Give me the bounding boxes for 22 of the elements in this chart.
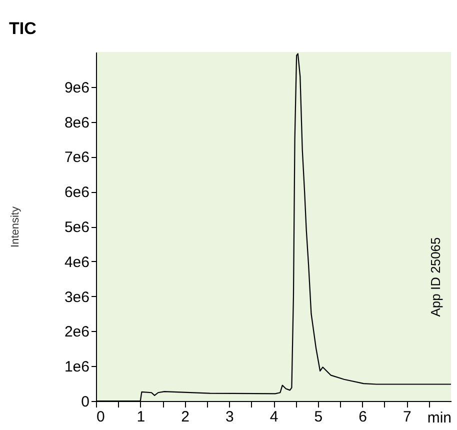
y-tick-label: 2e6 xyxy=(64,324,90,341)
x-tick-label: 4 xyxy=(270,408,278,426)
y-tick-label: 3e6 xyxy=(64,288,90,306)
x-tick-label: 0 xyxy=(96,408,105,426)
x-tick-label: 1 xyxy=(136,408,146,426)
y-tick-label: 8e6 xyxy=(64,114,90,132)
y-tick-label: 1e6 xyxy=(64,358,90,376)
y-tick-label: 5e6 xyxy=(64,219,90,236)
annotation: App ID 25065 xyxy=(428,237,443,317)
x-tick-label: 2 xyxy=(181,408,190,426)
y-axis-title: Intensity xyxy=(9,206,22,248)
x-tick-label: 3 xyxy=(225,408,234,426)
chart-title: TIC xyxy=(8,19,36,38)
y-tick-label: 0 xyxy=(81,394,90,410)
y-tick-label: 7e6 xyxy=(64,149,90,166)
x-axis-title: min xyxy=(427,410,452,426)
y-tick-label: 6e6 xyxy=(64,184,90,202)
x-tick-label: 6 xyxy=(358,408,367,426)
x-tick-label: 5 xyxy=(314,408,323,426)
x-tick-label: 7 xyxy=(402,408,412,426)
y-tick-label: 4e6 xyxy=(64,254,90,271)
y-tick-label: 9e6 xyxy=(64,79,90,96)
